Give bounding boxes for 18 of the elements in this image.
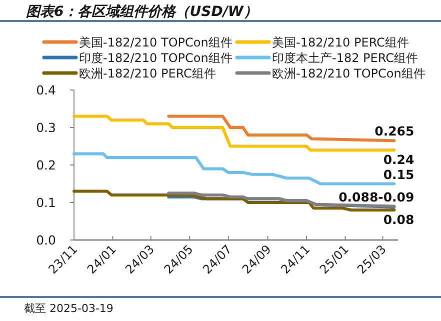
legend-label: 印度本土产-182 PERC组件 (272, 51, 418, 65)
text: 截至 2025-03-19 (24, 302, 114, 315)
y-tick-label: 0.1 (36, 195, 56, 210)
y-tick-label: 0.4 (36, 82, 56, 98)
legend-label: 美国-182/210 TOPCon组件 (79, 36, 232, 50)
legend-label: 印度-182/210 TOPCon组件 (79, 51, 232, 65)
annotation: 0.088-0.09 (338, 189, 414, 204)
y-tick-label: 0.3 (36, 120, 56, 135)
chart-title: 图表6：各区域组件价格（USD/W） (26, 4, 258, 20)
annotation: 0.24 (383, 152, 414, 167)
annotation: 0.265 (374, 124, 414, 139)
y-tick-label: 0.2 (36, 158, 56, 172)
annotation: 0.08 (383, 212, 414, 227)
legend-label: 欧洲-182/210 TOPCon组件 (272, 66, 426, 80)
legend-label: 美国-182/210 PERC组件 (272, 36, 409, 50)
legend-label: 欧洲-182/210 PERC组件 (79, 66, 216, 80)
annotation: 0.15 (383, 166, 414, 182)
y-tick-label: 0.0 (36, 232, 56, 248)
